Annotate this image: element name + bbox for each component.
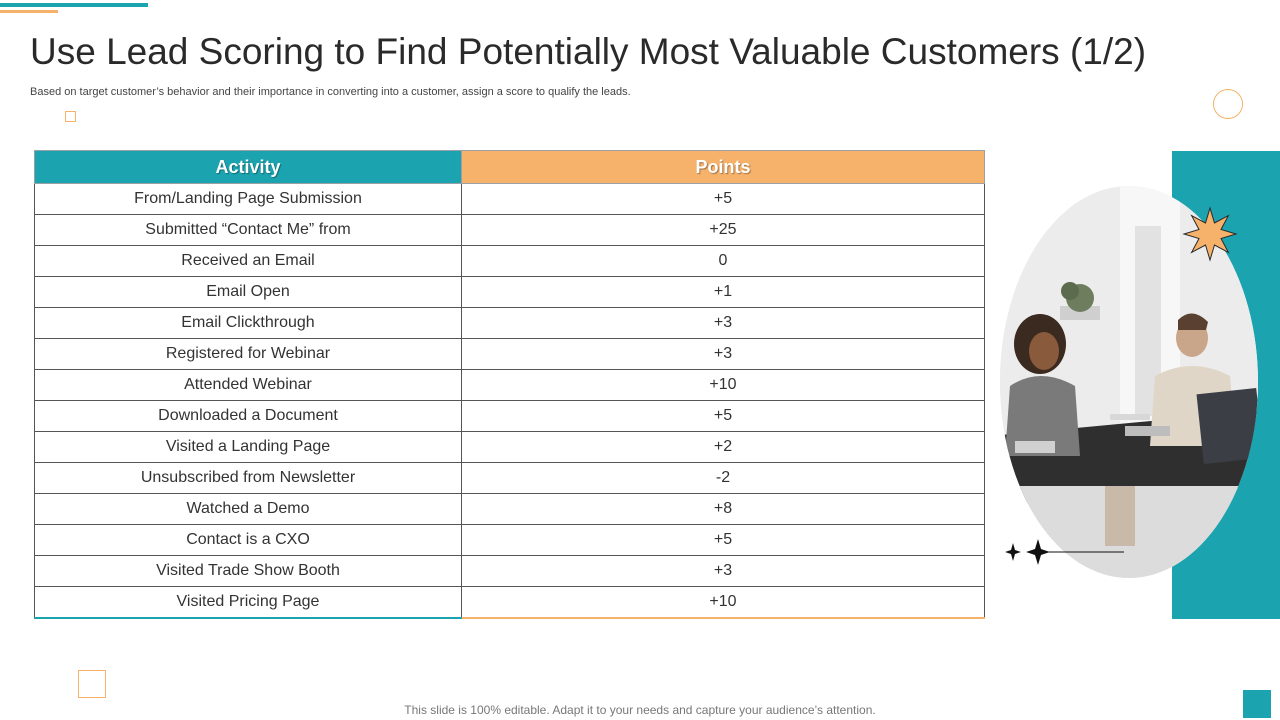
decor-square-large — [78, 670, 106, 698]
page-subtitle: Based on target customer’s behavior and … — [30, 86, 631, 98]
activity-cell: Registered for Webinar — [34, 338, 462, 370]
points-cell: -2 — [461, 462, 985, 494]
top-accent-line-orange — [0, 10, 58, 13]
page-title: Use Lead Scoring to Find Potentially Mos… — [30, 31, 1147, 72]
activity-cell: Submitted “Contact Me” from — [34, 214, 462, 246]
activity-cell: Received an Email — [34, 245, 462, 277]
table-row: Attended Webinar +10 — [34, 369, 985, 401]
table-header-row: Activity Points — [34, 150, 985, 184]
table-row: Visited Trade Show Booth +3 — [34, 555, 985, 587]
table-row: Submitted “Contact Me” from +25 — [34, 214, 985, 246]
activity-cell: Visited a Landing Page — [34, 431, 462, 463]
table-row: Email Open +1 — [34, 276, 985, 308]
activity-cell: From/Landing Page Submission — [34, 183, 462, 215]
points-cell: +3 — [461, 307, 985, 339]
activity-cell: Visited Trade Show Booth — [34, 555, 462, 587]
orange-starburst-icon — [1182, 206, 1238, 262]
table-row: Downloaded a Document +5 — [34, 400, 985, 432]
points-cell: +1 — [461, 276, 985, 308]
points-cell: +10 — [461, 369, 985, 401]
decor-square-teal — [1243, 690, 1271, 718]
points-cell: +5 — [461, 183, 985, 215]
activity-cell: Email Open — [34, 276, 462, 308]
table-row: Visited a Landing Page +2 — [34, 431, 985, 463]
header-points: Points — [461, 150, 985, 184]
table-row: Email Clickthrough +3 — [34, 307, 985, 339]
points-cell: +5 — [461, 400, 985, 432]
header-activity: Activity — [34, 150, 462, 184]
points-cell: 0 — [461, 245, 985, 277]
activity-cell: Unsubscribed from Newsletter — [34, 462, 462, 494]
points-cell: +3 — [461, 555, 985, 587]
table-row: Visited Pricing Page +10 — [34, 586, 985, 619]
activity-cell: Downloaded a Document — [34, 400, 462, 432]
points-cell: +25 — [461, 214, 985, 246]
activity-cell: Visited Pricing Page — [34, 586, 462, 619]
table-row: Contact is a CXO +5 — [34, 524, 985, 556]
points-cell: +2 — [461, 431, 985, 463]
points-cell: +5 — [461, 524, 985, 556]
footer-note: This slide is 100% editable. Adapt it to… — [404, 703, 876, 717]
activity-cell: Attended Webinar — [34, 369, 462, 401]
decor-square-small — [65, 111, 76, 122]
table-row: Watched a Demo +8 — [34, 493, 985, 525]
decor-circle — [1213, 89, 1243, 119]
table-row: Registered for Webinar +3 — [34, 338, 985, 370]
activity-cell: Email Clickthrough — [34, 307, 462, 339]
points-cell: +10 — [461, 586, 985, 619]
table-row: Unsubscribed from Newsletter -2 — [34, 462, 985, 494]
lead-scoring-table: Activity Points From/Landing Page Submis… — [34, 150, 985, 619]
points-cell: +3 — [461, 338, 985, 370]
table-row: From/Landing Page Submission +5 — [34, 183, 985, 215]
points-cell: +8 — [461, 493, 985, 525]
activity-cell: Watched a Demo — [34, 493, 462, 525]
activity-cell: Contact is a CXO — [34, 524, 462, 556]
sparkle-stars-icon — [1005, 539, 1124, 565]
table-row: Received an Email 0 — [34, 245, 985, 277]
top-accent-line-teal — [0, 3, 148, 7]
